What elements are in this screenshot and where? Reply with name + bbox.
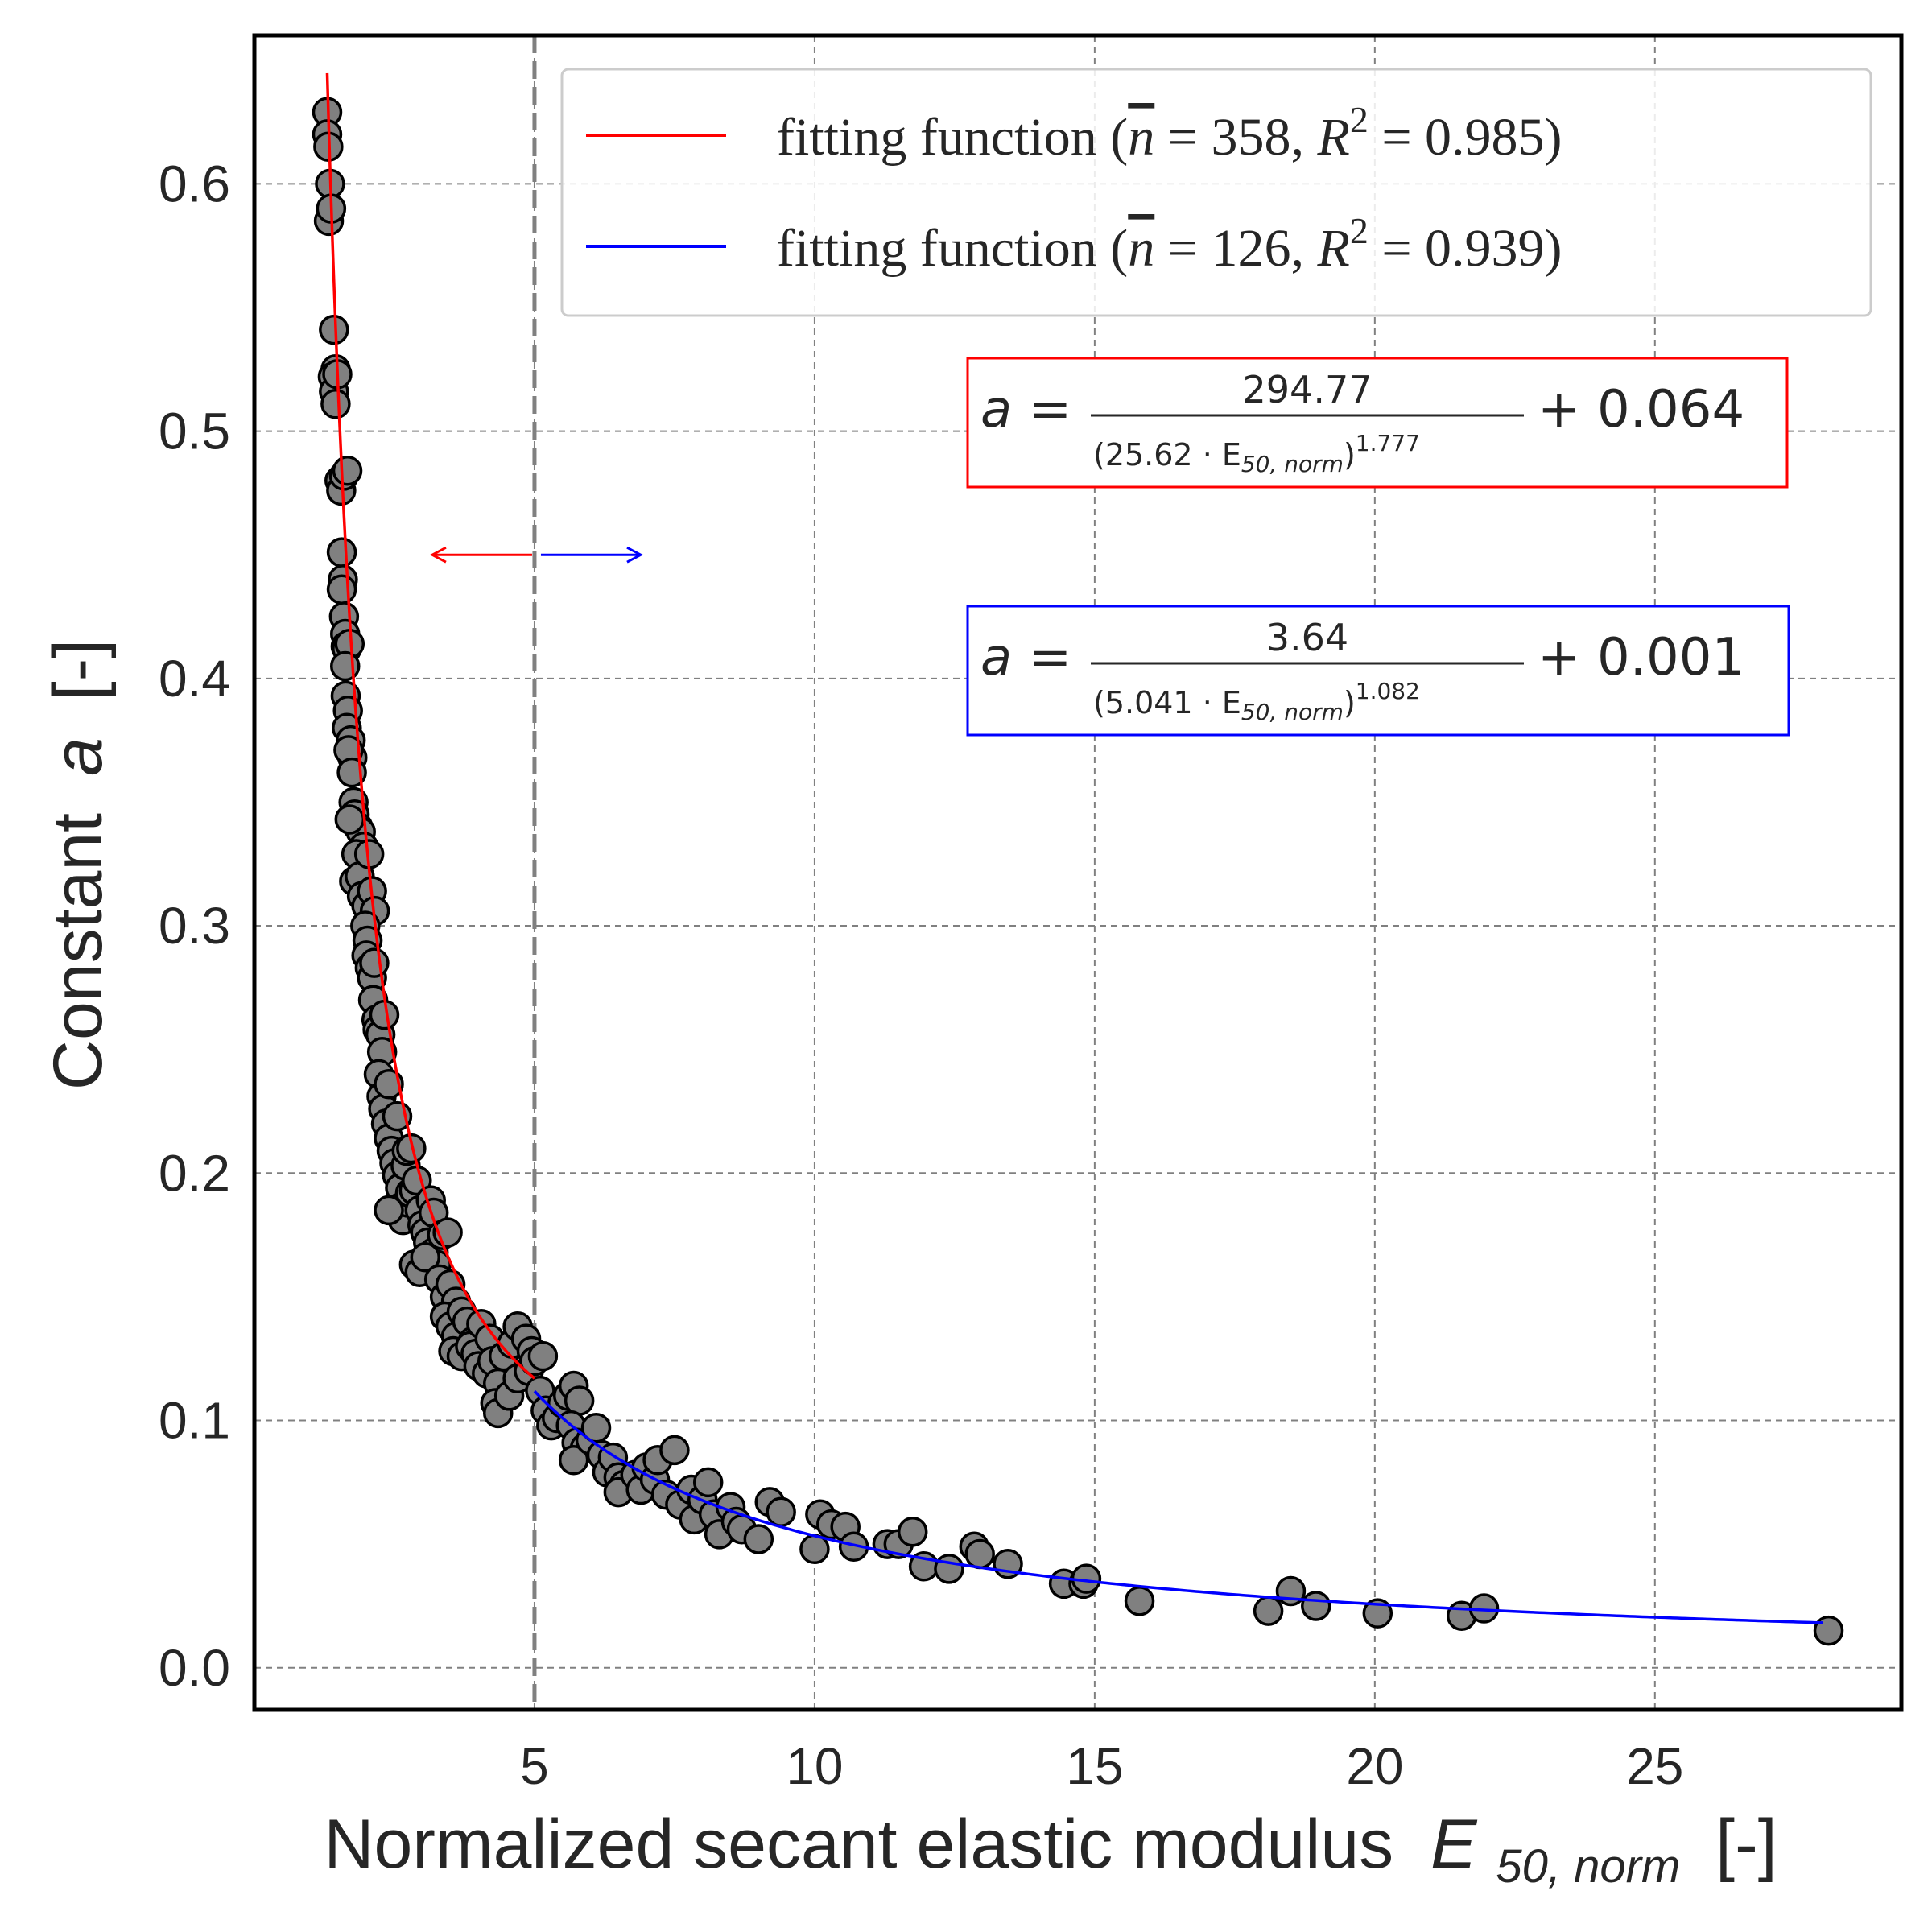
data-point <box>897 1517 928 1547</box>
data-point <box>934 1554 964 1584</box>
legend-label-blue-n: n <box>1128 219 1154 278</box>
y-axis-title-symbol: a <box>39 737 117 776</box>
legend-label-blue-post: = 0.939) <box>1368 219 1563 278</box>
equation-red-numerator: 294.77 <box>1243 368 1373 411</box>
equation-blue-equals: = <box>1012 628 1071 687</box>
legend-label-red-r: R <box>1317 108 1350 167</box>
x-axis-title-subscript: 50, norm <box>1496 1840 1680 1893</box>
data-point <box>396 1133 427 1164</box>
y-tick-label: 0.3 <box>159 897 230 955</box>
equation-red-exp: 1.777 <box>1356 430 1420 456</box>
data-point <box>374 1195 404 1226</box>
data-point <box>332 455 363 486</box>
equation-blue-symbol: a <box>980 628 1012 687</box>
equation-blue-denominator: (5.041 · E50, norm)1.082 <box>1093 678 1420 725</box>
x-axis-title: Normalized secant elastic modulus E 50, … <box>324 1806 1777 1897</box>
arrow-left-head <box>429 546 447 564</box>
y-tick-label: 0.0 <box>159 1639 230 1697</box>
x-tick-label: 25 <box>1626 1737 1683 1795</box>
legend-box <box>560 68 1872 317</box>
legend-label-blue: fitting function (n = 126, R2 = 0.939) <box>777 210 1563 278</box>
equation-blue-close: ) <box>1344 685 1356 720</box>
data-point <box>659 1435 690 1466</box>
equation-red-lhs: a = <box>980 380 1071 440</box>
legend-label-blue-r: R <box>1317 219 1350 278</box>
y-tick-labels: 0.0 0.1 0.2 0.3 0.4 0.5 0.6 <box>159 155 230 1696</box>
equation-red-symbol: a <box>980 380 1012 440</box>
y-tick-label: 0.4 <box>159 650 230 708</box>
x-tick-label: 20 <box>1346 1737 1403 1795</box>
data-point <box>527 1340 559 1372</box>
x-tick-label: 5 <box>520 1737 549 1795</box>
equation-red-tail: + 0.064 <box>1538 380 1744 440</box>
data-point <box>374 1068 404 1100</box>
y-tick-label: 0.1 <box>159 1392 230 1450</box>
plot-frame <box>252 33 1904 1712</box>
equation-red-equals: = <box>1012 380 1071 440</box>
fit-curve-blue <box>533 1389 1823 1624</box>
equation-red-sub: 50, norm <box>1241 451 1344 477</box>
legend-label-red-pre: fitting function ( <box>777 108 1128 167</box>
legend-label-red-mid: = 358, <box>1154 108 1317 167</box>
data-point <box>1362 1598 1393 1629</box>
equation-blue-numerator: 3.64 <box>1266 616 1348 659</box>
y-axis-title-text: Constant <box>39 813 117 1090</box>
data-point <box>1301 1591 1331 1621</box>
x-axis-title-unit: [-] <box>1715 1806 1777 1883</box>
data-point <box>743 1524 774 1554</box>
equation-red-denominator: (25.62 · E50, norm)1.777 <box>1093 430 1420 477</box>
data-point <box>1813 1615 1844 1646</box>
data-point <box>564 1385 595 1416</box>
equation-blue-base: (5.041 · E <box>1093 685 1241 720</box>
data-point <box>766 1496 796 1527</box>
x-tick-label: 10 <box>786 1737 843 1795</box>
data-point <box>692 1467 724 1498</box>
data-point <box>410 1242 441 1273</box>
x-tick-labels: 5 10 15 20 25 <box>520 1737 1683 1795</box>
data-point <box>1124 1586 1155 1616</box>
data-point <box>319 314 349 345</box>
data-point <box>326 574 357 605</box>
legend: fitting function (n = 358, R2 = 0.985) f… <box>560 68 1872 317</box>
equation-blue-lhs: a = <box>980 628 1071 687</box>
data-point <box>329 650 361 682</box>
fit-curve-red <box>325 72 536 1380</box>
y-tick-label: 0.6 <box>159 155 230 213</box>
data-point <box>334 804 365 835</box>
equation-blue-tail: + 0.001 <box>1538 628 1744 687</box>
equation-red-close: ) <box>1344 437 1356 473</box>
legend-label-blue-mid: = 126, <box>1154 219 1317 278</box>
arrow-right-head <box>626 546 644 564</box>
y-tick-label: 0.5 <box>159 402 230 460</box>
y-axis-title: Constant a [-] <box>39 639 117 1090</box>
x-tick-label: 15 <box>1066 1737 1123 1795</box>
data-point <box>326 537 357 568</box>
legend-label-red-post: = 0.985) <box>1368 108 1563 167</box>
x-axis-title-symbol: E <box>1430 1806 1478 1883</box>
legend-label-blue-sup: 2 <box>1350 210 1368 251</box>
equation-frame-red <box>966 357 1789 489</box>
legend-label-blue-pre: fitting function ( <box>777 219 1128 278</box>
equation-blue-sub: 50, norm <box>1241 699 1344 725</box>
data-point <box>558 1444 589 1476</box>
equation-box-blue: a = 3.64 (5.041 · E50, norm)1.082 + 0.00… <box>966 605 1790 737</box>
y-tick-label: 0.2 <box>159 1144 230 1202</box>
equation-blue-exp: 1.082 <box>1356 678 1420 704</box>
equation-box-red: a = 294.77 (25.62 · E50, norm)1.777 + 0.… <box>966 357 1789 489</box>
data-point <box>964 1538 995 1570</box>
legend-label-red: fitting function (n = 358, R2 = 0.985) <box>777 99 1563 167</box>
data-point <box>1253 1596 1284 1626</box>
data-point <box>359 947 390 978</box>
data-point <box>320 389 351 419</box>
equation-frame-blue <box>966 605 1790 737</box>
legend-label-red-sup: 2 <box>1350 99 1368 140</box>
equation-red-base: (25.62 · E <box>1093 437 1241 473</box>
region-arrows <box>429 546 644 564</box>
x-axis-title-text: Normalized secant elastic modulus <box>324 1806 1393 1883</box>
y-axis-title-unit: [-] <box>39 639 117 700</box>
legend-label-red-n: n <box>1128 108 1154 167</box>
